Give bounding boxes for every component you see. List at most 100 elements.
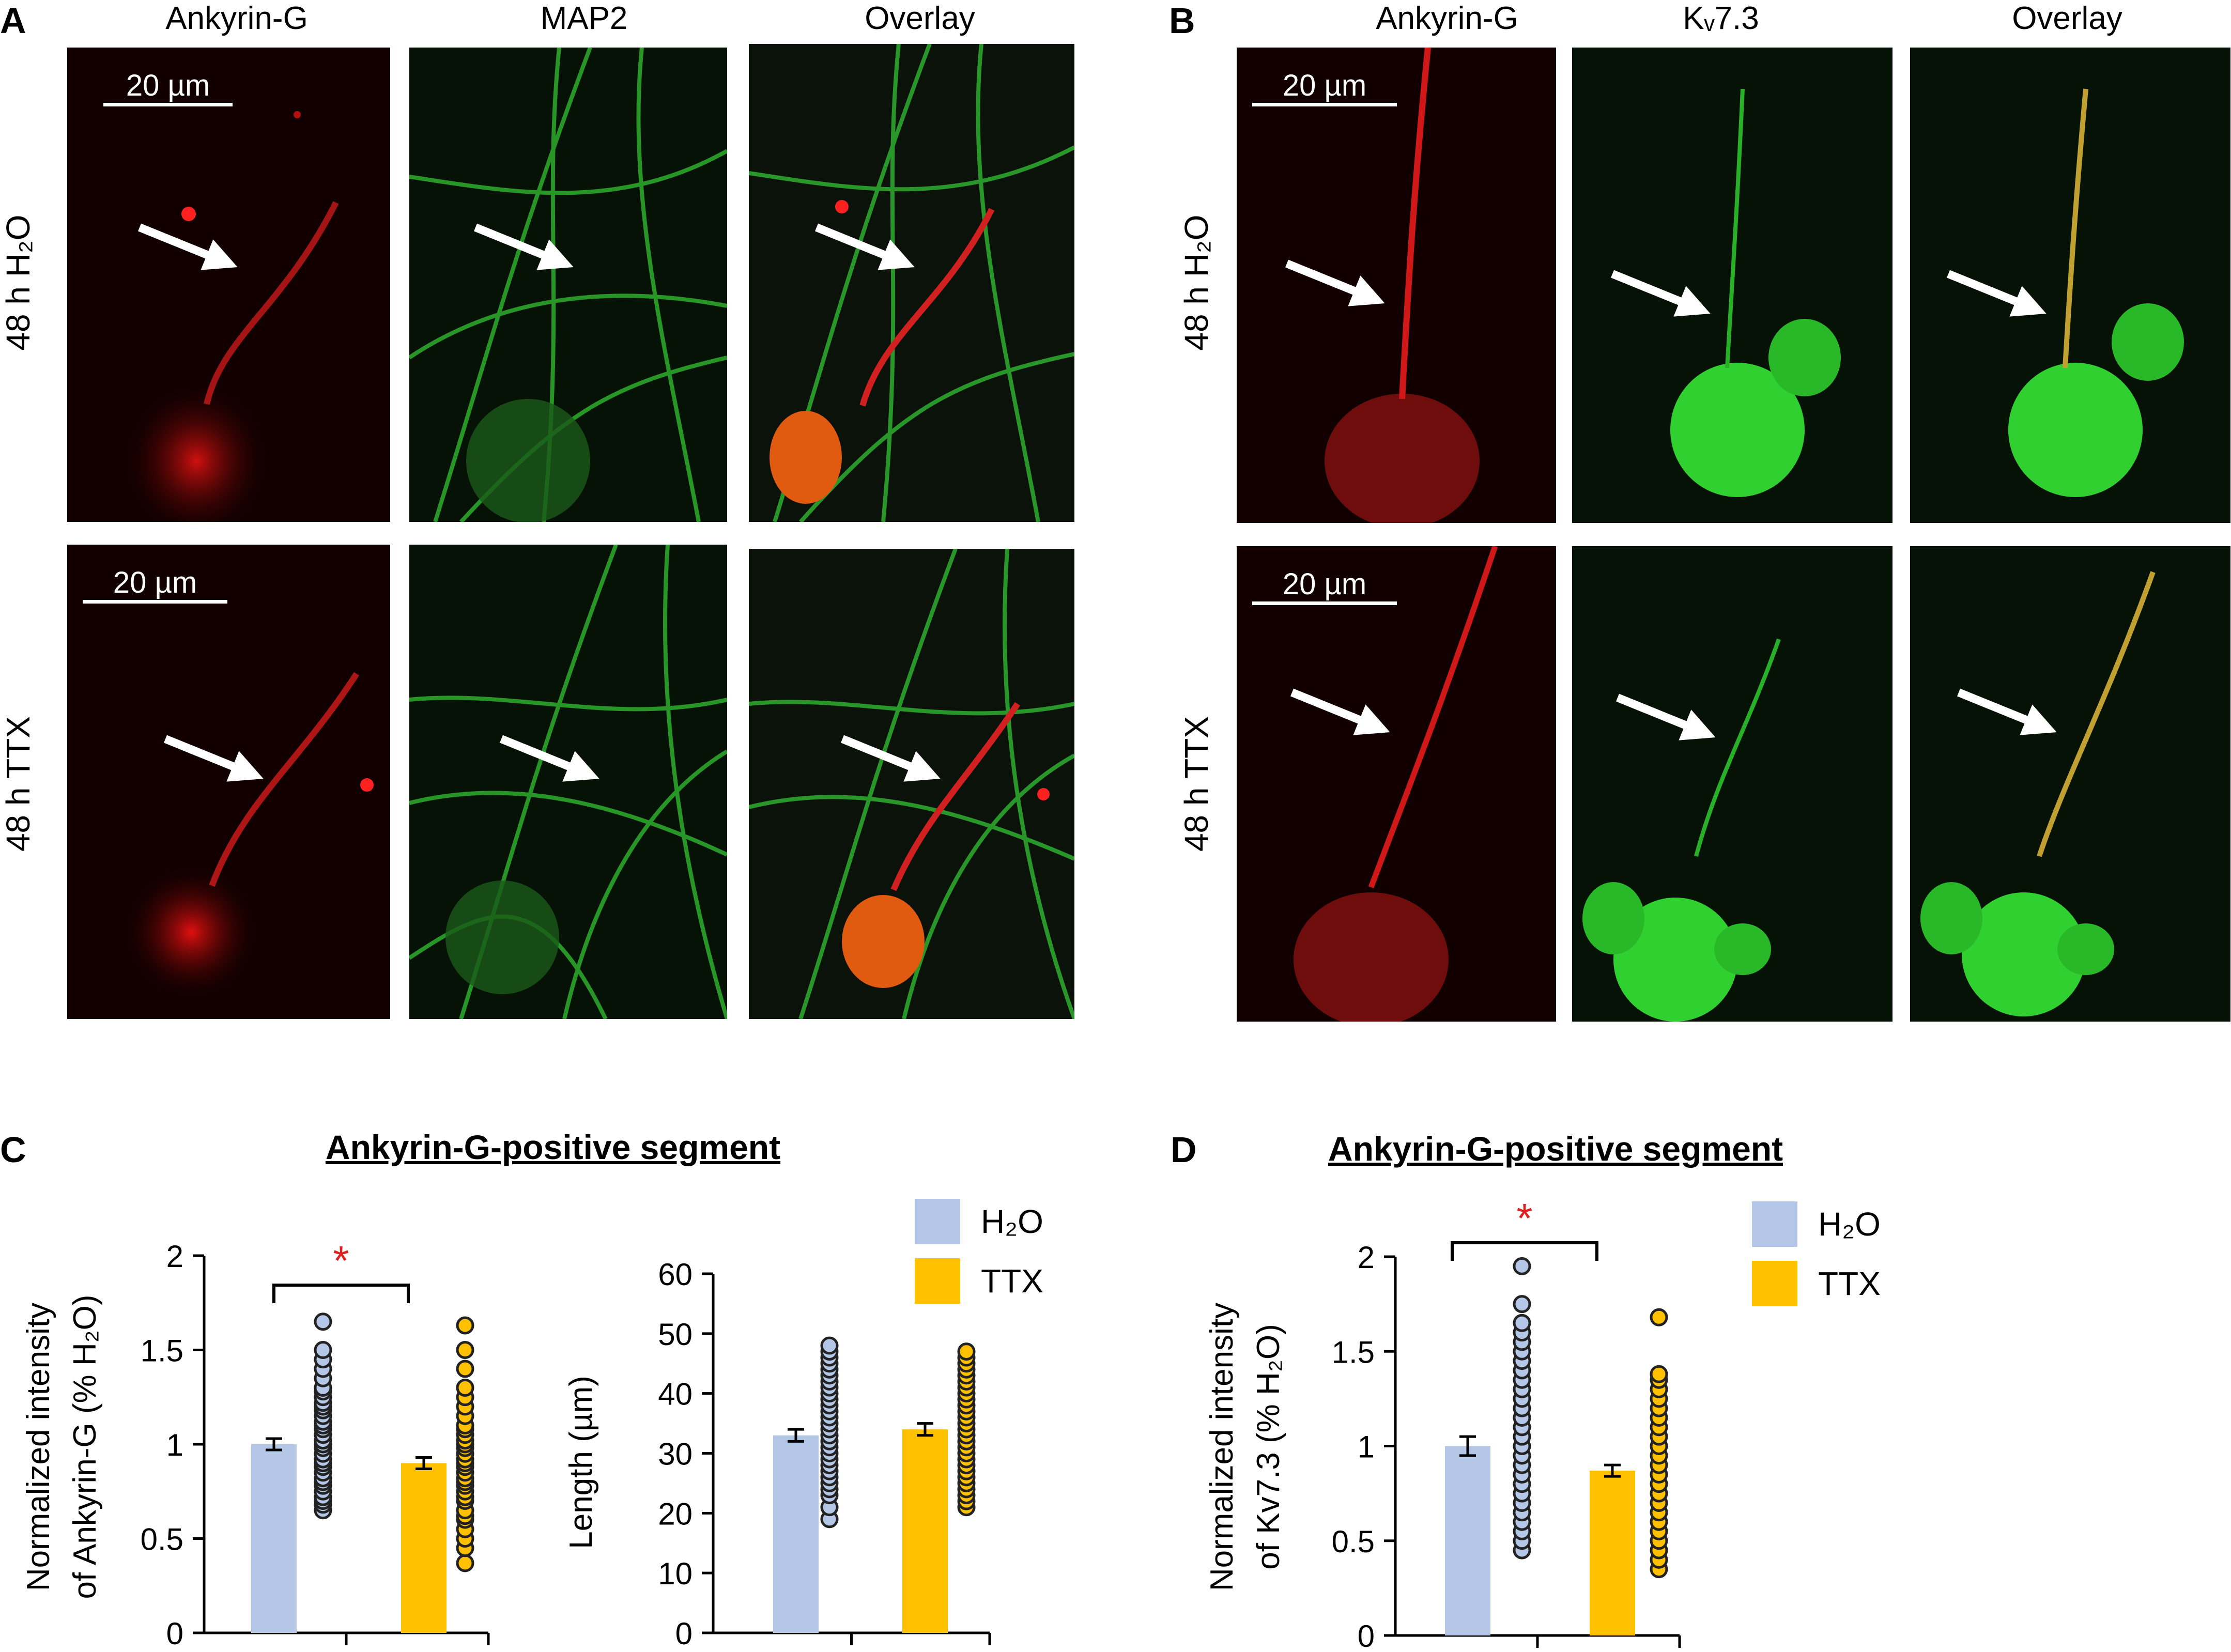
data-point [314,1313,332,1331]
data-point [1513,1295,1531,1314]
panel-b-label: B [1169,1,1195,41]
bar-ttx [401,1463,447,1633]
arrow-overlay [137,223,2057,782]
legend-label-h2o: H₂O [981,1203,1043,1240]
y-axis-label: Normalized intensity of Ankyrin-G (% H₂O) [21,1294,103,1599]
y-tick-label: 0.5 [1332,1524,1375,1559]
bar-ttx [902,1429,948,1633]
y-tick-label: 30 [658,1437,693,1472]
micrograph-b-ankyrin-ttx: 20 µm [1237,546,1556,1022]
data-point [456,1341,474,1359]
y-tick-label: 0 [166,1616,183,1651]
data-point [456,1554,474,1572]
legend-d-ttx: TTX [1752,1261,1881,1306]
panel-c-title: Ankyrin-G-positive segment [325,1128,781,1166]
data-point [314,1341,332,1359]
panel-b-channel-ankyrin: Ankyrin-G [1376,1,1518,36]
data-point [456,1360,474,1378]
data-point [1650,1308,1668,1326]
y-axis-label: Normalized intensity of Kv7.3 (% H₂O) [1204,1303,1286,1591]
panel-a-channel-ankyrin: Ankyrin-G [165,1,308,36]
legend-swatch-h2o [1752,1201,1797,1247]
significance-bracket [272,1284,410,1303]
panel-c-label: C [0,1130,26,1170]
micrograph-a-overlay-h2o [749,44,1074,522]
data-point [456,1316,474,1335]
legend-swatch-h2o [915,1199,960,1244]
y-axis-label-line: of Ankyrin-G (% H₂O) [67,1294,103,1599]
micrograph-a-overlay-ttx [749,549,1074,1019]
legend-c-ttx: TTX [915,1258,1043,1304]
arrow-icon [814,223,915,270]
micrograph-a-map2-h2o-svg [409,48,727,522]
legend-c-h2o: H₂O [915,1199,1043,1244]
micrograph-a-map2-ttx-svg [409,545,727,1019]
arrow-icon [499,735,599,782]
bar-ttx [1590,1471,1635,1635]
micrograph-a-map2-h2o [409,48,727,522]
scale-bar-b1: 20 µm [1252,68,1397,106]
data-point [957,1342,976,1361]
y-tick-label: 1 [166,1428,183,1462]
micrograph-b-kv73-h2o [1572,48,1892,523]
panel-a-channel-map2: MAP2 [540,1,628,36]
y-tick-label: 1 [1358,1430,1375,1464]
micrograph-a-ankyrin-h2o: 20 µm [67,48,390,522]
legend-swatch-ttx [1752,1261,1797,1306]
panel-b-channel-kv73: Kᵥ7.3 [1683,1,1759,36]
micrograph-b-kv73-ttx [1572,546,1892,1022]
y-tick-label: 50 [658,1317,693,1352]
y-tick-label: 0.5 [141,1522,183,1557]
scale-bar-a2: 20 µm [83,565,227,604]
bar-h2o [773,1435,819,1633]
y-axis-label-line: Normalized intensity [1204,1303,1240,1591]
legend-swatch-ttx [915,1258,960,1304]
panel-a-channel-overlay: Overlay [865,1,975,36]
y-tick-label: 0 [1358,1619,1375,1652]
arrow-icon [473,223,574,270]
data-point [1513,1257,1531,1275]
arrow-icon [1957,688,2057,735]
micrograph-b-overlay-ttx [1910,546,2230,1022]
legend-label-ttx: TTX [1818,1265,1881,1302]
micrograph-b-overlay-ttx-svg [1920,571,2156,1016]
y-tick-label: 40 [658,1377,693,1412]
arrow-icon [163,735,264,782]
scale-bar-b2: 20 µm [1252,567,1397,605]
panel-d-label: D [1171,1130,1197,1170]
y-tick-label: 1.5 [1332,1335,1375,1369]
bar-h2o [1445,1446,1490,1635]
y-axis-label-line: of Kv7.3 (% H₂O) [1251,1324,1286,1569]
data-point [1650,1365,1668,1383]
y-tick-label: 20 [658,1496,693,1531]
micrograph-b-overlay-h2o [1910,48,2230,523]
significance-bracket [1451,1241,1598,1261]
micrograph-a-ankyrin-ttx-svg [124,672,374,999]
arrow-icon [1610,270,1711,317]
data-point [1513,1314,1531,1332]
micrograph-b-ankyrin-h2o-svg [1325,48,1480,523]
significance-asterisk: * [1516,1195,1532,1241]
arrow-icon [1290,688,1390,735]
micrograph-a-ankyrin-ttx: 20 µm [67,545,390,1019]
panel-d-title: Ankyrin-G-positive segment [1328,1130,1783,1168]
data-point [456,1379,474,1397]
micrograph-b-kv73-ttx-svg [1582,638,1781,1022]
micrograph-b-ankyrin-ttx-svg [1294,546,1498,1022]
micrograph-a-map2-ttx [409,545,727,1019]
y-tick-label: 60 [658,1257,693,1292]
micrograph-b-kv73-h2o-svg [1670,88,1841,497]
y-axis-label-line: Normalized intensity [21,1303,56,1591]
arrow-icon [840,735,941,782]
arrow-icon [1285,259,1385,306]
y-tick-label: 2 [166,1239,183,1274]
legend-label-ttx: TTX [981,1262,1043,1300]
y-tick-label: 1.5 [141,1334,183,1368]
y-tick-label: 0 [675,1616,693,1651]
significance-asterisk: * [333,1238,349,1284]
legend-label-h2o: H₂O [1818,1206,1881,1243]
arrow-icon [1615,693,1716,740]
y-tick-label: 2 [1358,1240,1375,1275]
arrow-icon [1946,270,2047,317]
